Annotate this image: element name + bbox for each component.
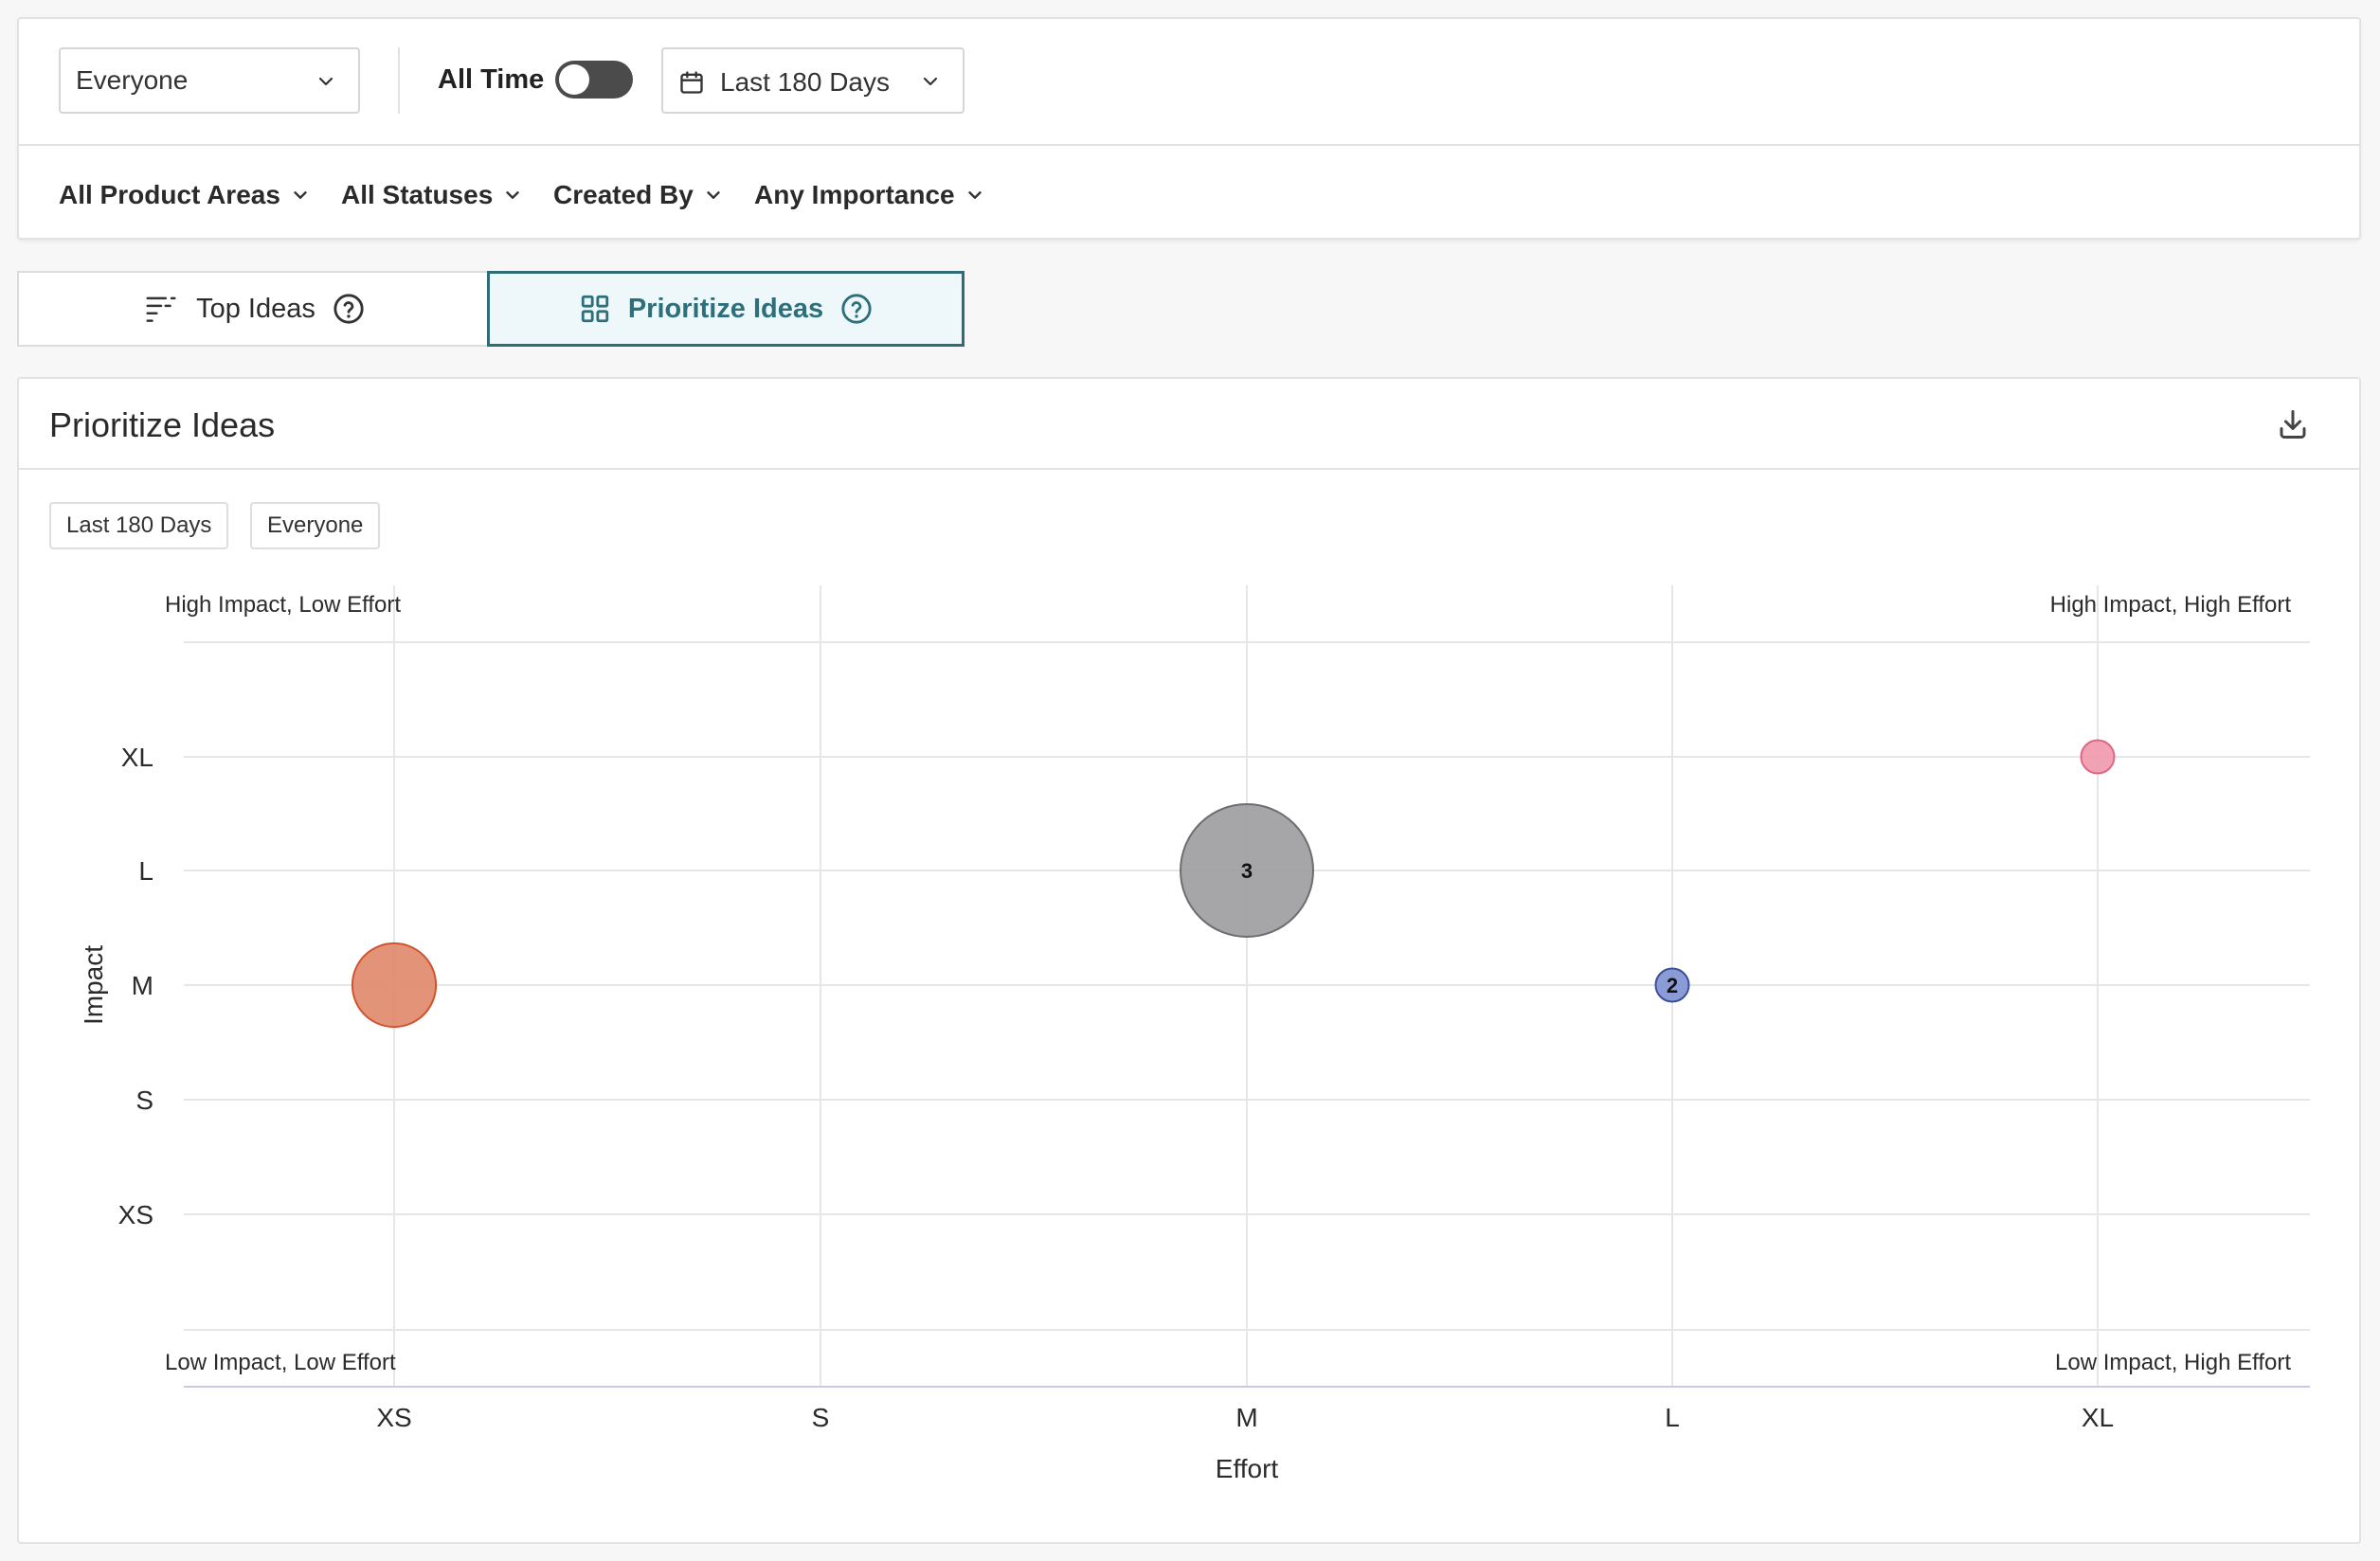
idea-bubble[interactable] (1654, 967, 1690, 1003)
product-areas-dropdown[interactable]: All Product Areas (59, 180, 311, 210)
x-axis-title: Effort (1216, 1454, 1279, 1483)
x-tick-label: L (1665, 1403, 1680, 1432)
quadrant-label-bottom-right: Low Impact, High Effort (2055, 1350, 2291, 1375)
grid-icon (581, 295, 609, 323)
chevron-down-icon (967, 191, 982, 199)
date-range-value: Last 180 Days (720, 67, 890, 97)
quadrant-label-top-left: High Impact, Low Effort (165, 592, 401, 618)
x-tick-label: S (812, 1403, 830, 1432)
date-range-select[interactable]: Last 180 Days (661, 47, 965, 114)
tab-prioritize-ideas[interactable]: Prioritize Ideas (487, 271, 965, 347)
chevron-down-icon (707, 191, 720, 199)
chevron-down-icon (318, 77, 334, 86)
importance-dropdown[interactable]: Any Importance (754, 180, 985, 210)
x-tick-label: XS (376, 1403, 411, 1432)
all-time-toggle[interactable] (555, 61, 633, 99)
filter-row-primary: Everyone All Time Last 180 Days (19, 19, 2359, 146)
idea-bubble[interactable] (351, 942, 438, 1029)
help-circle-icon[interactable] (840, 293, 873, 325)
created-by-label: Created By (553, 180, 694, 209)
audience-select-value: Everyone (76, 65, 189, 95)
statuses-label: All Statuses (341, 180, 494, 209)
sort-lines-icon (146, 296, 176, 322)
tab-top-ideas[interactable]: Top Ideas (17, 271, 489, 347)
help-circle-icon[interactable] (333, 293, 365, 325)
filter-panel: Everyone All Time Last 180 Days All Prod… (17, 17, 2361, 240)
y-tick-label: XL (121, 743, 153, 772)
filter-row-secondary: All Product Areas All Statuses Created B… (19, 148, 2359, 240)
quadrant-label-bottom-left: Low Impact, Low Effort (165, 1350, 396, 1375)
card-header: Prioritize Ideas (19, 379, 2359, 470)
y-tick-label: S (135, 1086, 153, 1115)
priority-bubble-chart: XS S M L XL XS S M L XL Effort Impact High Impact, L… (79, 585, 2310, 1483)
idea-bubble[interactable] (2080, 739, 2116, 775)
download-icon[interactable] (2276, 407, 2310, 441)
filter-chip-audience: Everyone (250, 502, 381, 549)
bubble-count-label: 2 (1667, 974, 1678, 997)
bubble-count-label: 3 (1241, 859, 1253, 883)
y-tick-label: L (138, 856, 153, 886)
calendar-icon (680, 71, 703, 94)
filter-chip-date: Last 180 Days (49, 502, 229, 549)
x-tick-label: XL (2082, 1403, 2114, 1432)
all-time-label: All Time (438, 64, 545, 95)
chevron-down-icon (506, 191, 519, 199)
importance-label: Any Importance (754, 180, 955, 209)
divider (398, 47, 400, 114)
statuses-dropdown[interactable]: All Statuses (341, 180, 523, 210)
idea-bubble[interactable] (1180, 803, 1314, 938)
chevron-down-icon (923, 77, 938, 86)
y-axis-title: Impact (79, 945, 108, 1025)
y-tick-label: XS (118, 1200, 153, 1229)
audience-select[interactable]: Everyone (59, 47, 360, 114)
y-tick-label: M (132, 971, 153, 1000)
created-by-dropdown[interactable]: Created By (553, 180, 724, 210)
tab-prioritize-ideas-label: Prioritize Ideas (627, 293, 824, 324)
toggle-knob (559, 64, 589, 95)
product-areas-label: All Product Areas (59, 180, 280, 209)
chevron-down-icon (294, 191, 307, 199)
card-title: Prioritize Ideas (49, 405, 276, 444)
quadrant-label-top-right: High Impact, High Effort (2050, 592, 2292, 618)
x-tick-label: M (1235, 1403, 1257, 1432)
prioritize-card: Prioritize Ideas Last 180 Days Everyone … (17, 377, 2361, 1544)
tab-top-ideas-label: Top Ideas (196, 293, 316, 324)
